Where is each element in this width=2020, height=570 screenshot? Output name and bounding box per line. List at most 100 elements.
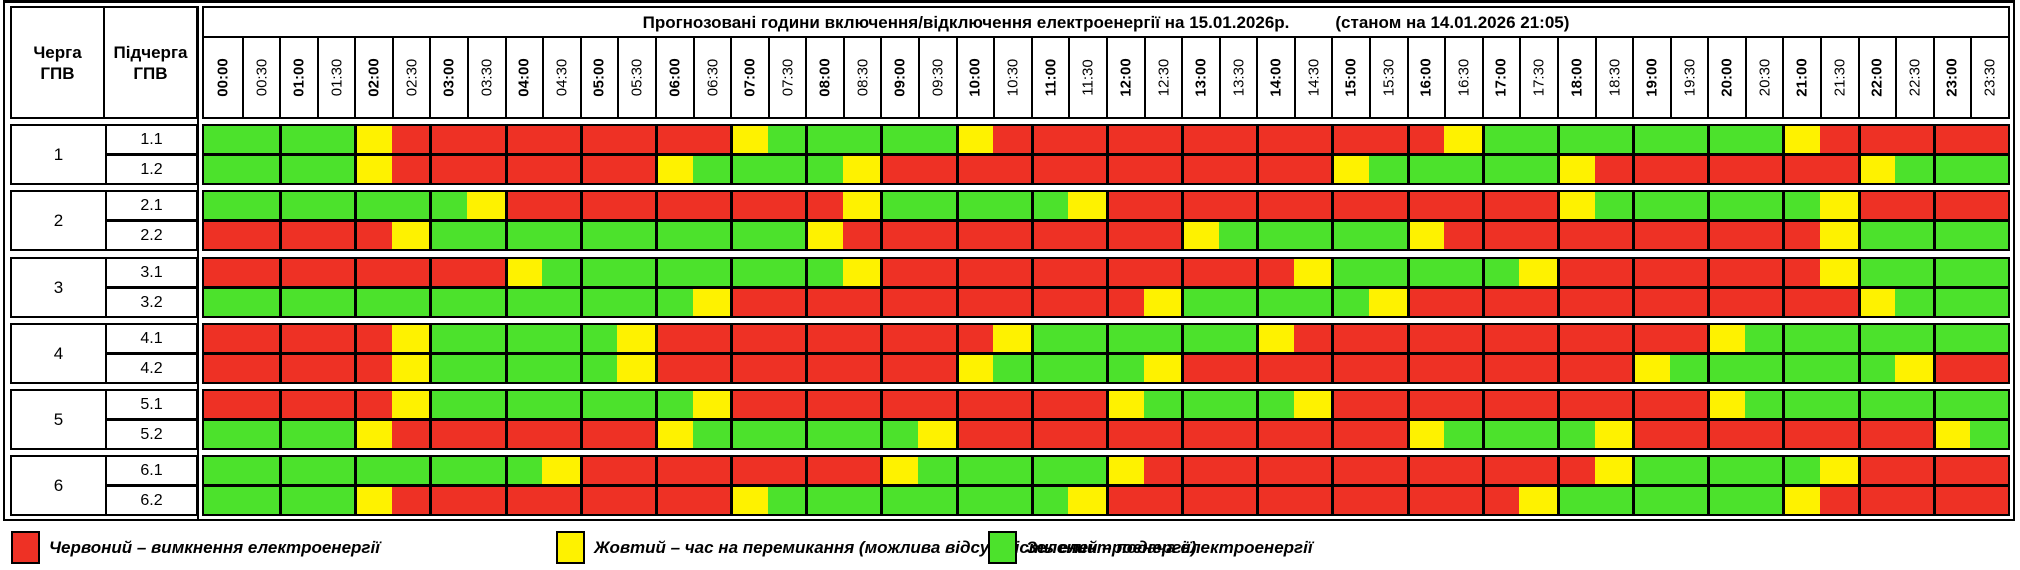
schedule-cell <box>1331 192 1370 219</box>
time-label: 11:30 <box>1079 59 1097 96</box>
schedule-cell <box>617 156 655 183</box>
schedule-cell <box>1594 259 1633 286</box>
schedule-cell <box>1068 355 1106 382</box>
schedule-cell <box>1707 259 1745 286</box>
time-label-cell: 10:30 <box>993 38 1031 117</box>
schedule-cell <box>1369 391 1407 418</box>
schedule-cell <box>730 126 768 153</box>
schedule-cell <box>1632 457 1670 484</box>
schedule-cell <box>1105 355 1144 382</box>
queue-number: 1 <box>12 126 107 183</box>
schedule-cell <box>1519 222 1557 249</box>
time-label: 05:30 <box>628 58 646 97</box>
schedule-cell <box>204 126 242 153</box>
schedule-cell <box>842 355 881 382</box>
time-label: 08:00 <box>816 58 834 97</box>
schedule-cell <box>1068 421 1106 448</box>
schedule-cell <box>579 421 618 448</box>
time-label-cell: 08:00 <box>805 38 843 117</box>
schedule-row-4.2 <box>204 355 2008 382</box>
schedule-cell <box>1331 355 1370 382</box>
schedule-cell <box>1293 156 1332 183</box>
schedule-cell <box>1406 487 1445 514</box>
schedule-cell <box>316 222 355 249</box>
schedule-cell <box>1030 192 1069 219</box>
schedule-cell <box>1932 126 1971 153</box>
schedule-cell <box>1632 325 1670 352</box>
schedule-cell <box>1331 222 1370 249</box>
time-label-cell: 21:00 <box>1782 38 1820 117</box>
schedule-cell <box>617 421 655 448</box>
schedule-cell <box>805 126 843 153</box>
schedule-cell <box>1857 391 1896 418</box>
schedule-cell <box>1331 421 1370 448</box>
schedule-cell <box>1481 156 1520 183</box>
schedule-cell <box>842 421 881 448</box>
subqueue-label: 4.2 <box>140 359 163 377</box>
schedule-cell <box>1256 325 1294 352</box>
schedule-cell <box>1256 355 1294 382</box>
schedule-cell <box>467 355 505 382</box>
schedule-cell <box>1669 259 1708 286</box>
schedule-cell <box>354 457 392 484</box>
schedule-cell <box>993 391 1031 418</box>
schedule-cell <box>542 156 580 183</box>
schedule-cell <box>1556 421 1595 448</box>
time-label-cell: 13:30 <box>1218 38 1257 117</box>
schedule-cell <box>1181 222 1219 249</box>
schedule-cell <box>842 289 881 316</box>
schedule-cell <box>1744 355 1783 382</box>
schedule-cell <box>1481 126 1520 153</box>
schedule-cell <box>1406 355 1445 382</box>
schedule-cell <box>1895 487 1933 514</box>
schedule-cell <box>204 457 242 484</box>
time-label-cell: 17:30 <box>1519 38 1557 117</box>
schedule-cell <box>1406 421 1445 448</box>
schedule-cell <box>1030 289 1069 316</box>
time-label: 20:30 <box>1756 58 1774 97</box>
schedule-cell <box>617 222 655 249</box>
schedule-cell <box>654 391 693 418</box>
schedule-cell <box>1594 325 1633 352</box>
schedule-cell <box>993 457 1031 484</box>
schedule-cell <box>1669 487 1708 514</box>
schedule-cell <box>1932 421 1971 448</box>
schedule-cell <box>1519 391 1557 418</box>
schedule-cell <box>241 192 280 219</box>
schedule-cell <box>354 421 392 448</box>
schedule-cell <box>880 289 919 316</box>
time-label-cell: 05:00 <box>579 38 618 117</box>
schedule-cell <box>1293 457 1332 484</box>
schedule-cell <box>730 222 768 249</box>
schedule-cell <box>467 487 505 514</box>
schedule-cell <box>1895 156 1933 183</box>
schedule-cell <box>692 457 731 484</box>
schedule-cell <box>1744 259 1783 286</box>
schedule-cell <box>1030 487 1069 514</box>
schedule-cell <box>805 192 843 219</box>
schedule-cell <box>1519 421 1557 448</box>
schedule-cell <box>391 325 430 352</box>
schedule-cell <box>204 355 242 382</box>
schedule-cell <box>1744 325 1783 352</box>
schedule-cell <box>1218 421 1257 448</box>
schedule-cell <box>1218 457 1257 484</box>
schedule-cell <box>1331 289 1370 316</box>
schedule-cell <box>767 391 806 418</box>
schedule-cell <box>654 192 693 219</box>
schedule-cell <box>429 289 468 316</box>
schedule-cell <box>1143 355 1182 382</box>
schedule-cell <box>1331 156 1370 183</box>
schedule-cell <box>1970 156 2008 183</box>
schedule-cell <box>1970 457 2008 484</box>
time-label: 10:00 <box>966 58 984 97</box>
schedule-cell <box>1632 391 1670 418</box>
schedule-cell <box>1632 487 1670 514</box>
schedule-cell <box>654 421 693 448</box>
table-border-right <box>2013 0 2015 521</box>
schedule-cell <box>767 487 806 514</box>
schedule-cell <box>617 192 655 219</box>
schedule-cell <box>805 487 843 514</box>
schedule-cell <box>1932 487 1971 514</box>
schedule-cell <box>467 391 505 418</box>
